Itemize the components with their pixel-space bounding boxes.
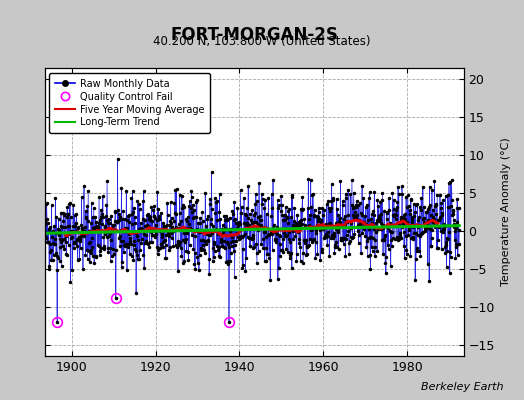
- Legend: Raw Monthly Data, Quality Control Fail, Five Year Moving Average, Long-Term Tren: Raw Monthly Data, Quality Control Fail, …: [49, 73, 210, 133]
- Text: Berkeley Earth: Berkeley Earth: [421, 382, 503, 392]
- Y-axis label: Temperature Anomaly (°C): Temperature Anomaly (°C): [500, 138, 510, 286]
- Title: FORT-MORGAN-2S: FORT-MORGAN-2S: [170, 26, 338, 44]
- Text: 40.200 N, 103.800 W (United States): 40.200 N, 103.800 W (United States): [153, 36, 371, 48]
